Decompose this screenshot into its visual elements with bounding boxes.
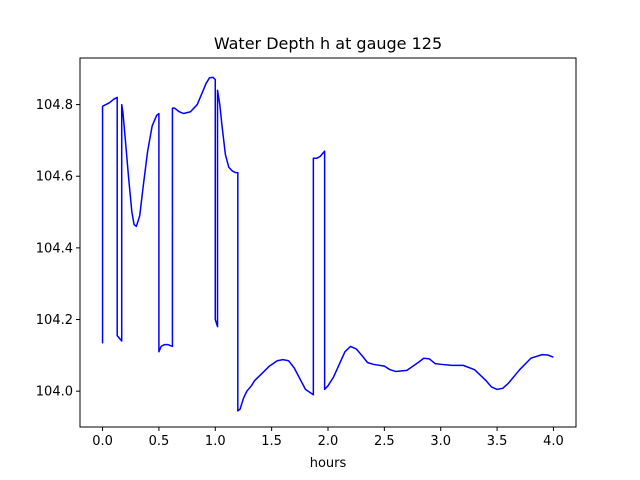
y-tick-label: 104.8 bbox=[36, 98, 73, 113]
chart-title: Water Depth h at gauge 125 bbox=[214, 34, 442, 53]
series-line-water-depth bbox=[101, 76, 554, 412]
x-tick-label: 3.0 bbox=[430, 434, 451, 449]
x-tick-label: 2.0 bbox=[318, 434, 339, 449]
x-axis-label: hours bbox=[310, 456, 347, 471]
y-tick-label: 104.6 bbox=[36, 170, 73, 185]
x-tick-label: 0.5 bbox=[149, 434, 170, 449]
x-tick-label: 3.5 bbox=[487, 434, 508, 449]
y-tick-label: 104.0 bbox=[36, 385, 73, 400]
y-axis: 104.0 104.2 104.4 104.6 104.8 bbox=[36, 98, 80, 400]
x-axis: 0.0 0.5 1.0 1.5 2.0 2.5 3.0 3.5 4.0 bbox=[92, 427, 564, 449]
y-tick-label: 104.2 bbox=[36, 313, 73, 328]
x-tick-label: 2.5 bbox=[374, 434, 395, 449]
plot-area bbox=[101, 76, 554, 412]
x-tick-label: 0.0 bbox=[92, 434, 113, 449]
x-tick-label: 1.5 bbox=[261, 434, 282, 449]
y-tick-label: 104.4 bbox=[36, 241, 73, 256]
x-tick-label: 4.0 bbox=[543, 434, 564, 449]
x-tick-label: 1.0 bbox=[205, 434, 226, 449]
